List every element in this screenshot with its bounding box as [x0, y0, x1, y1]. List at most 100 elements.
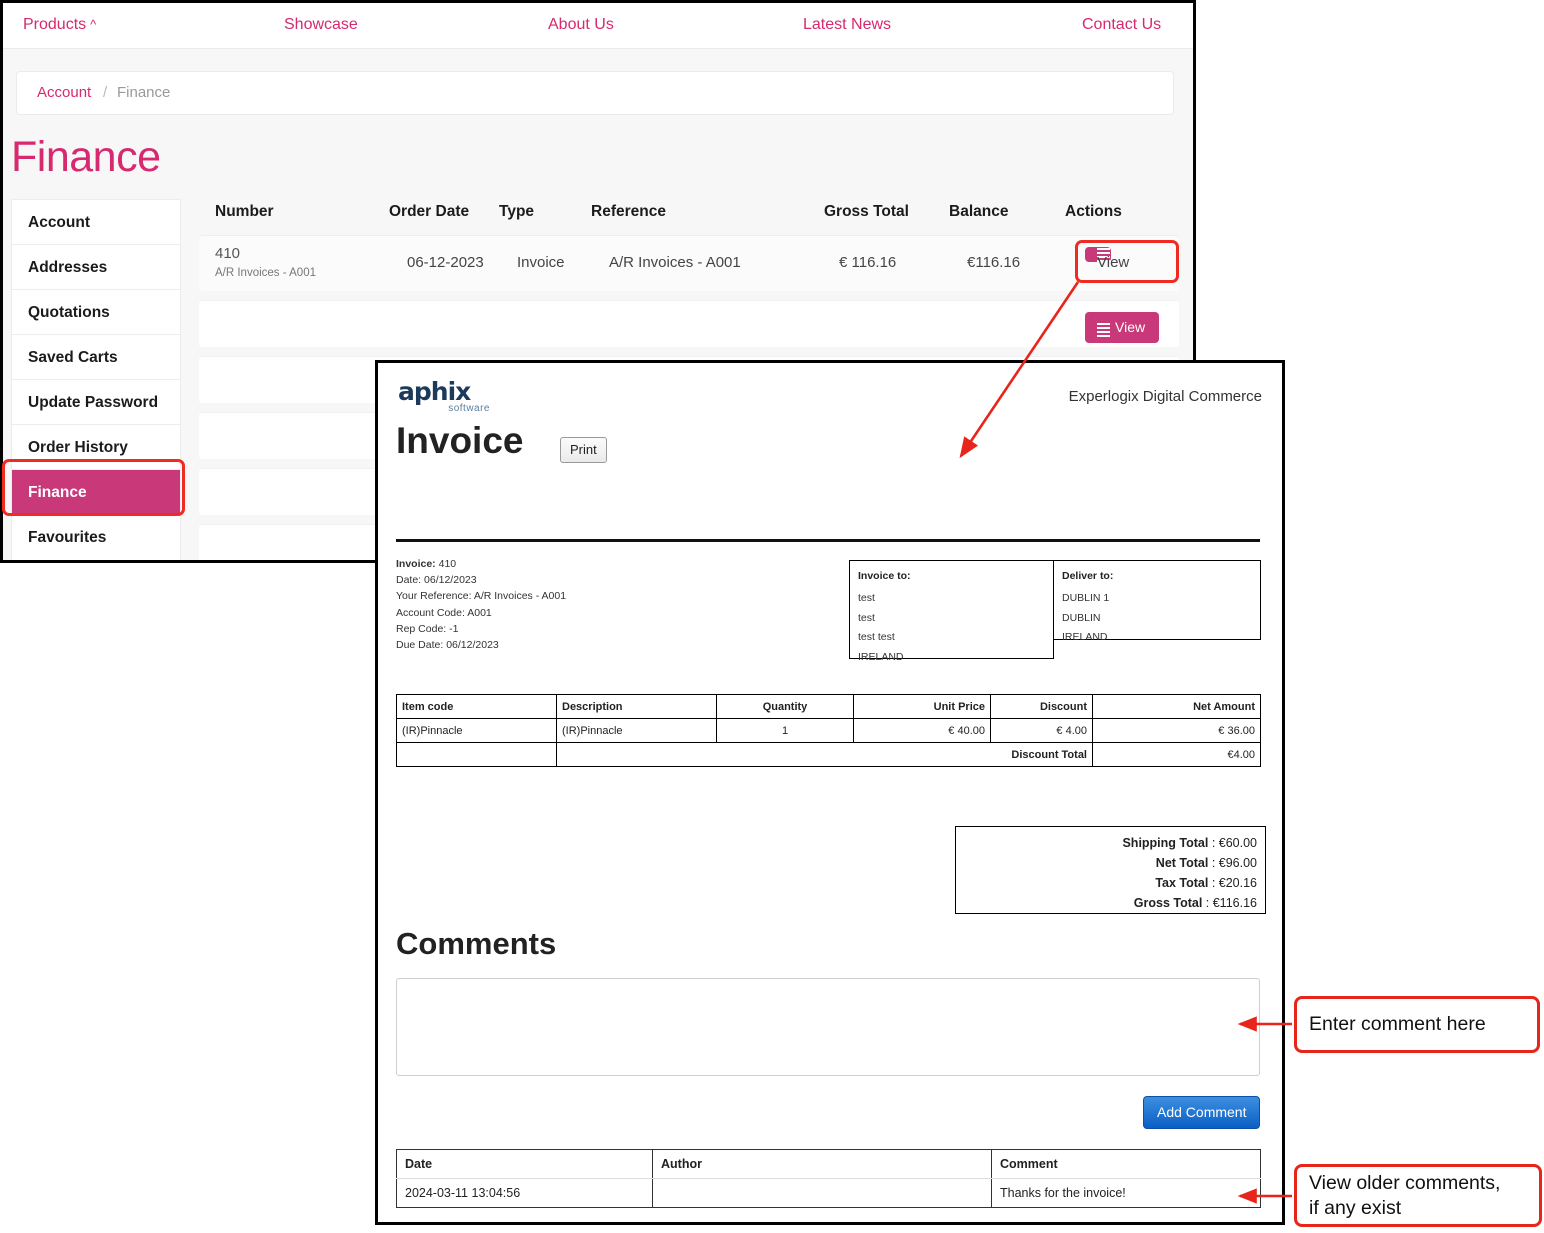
view-button-label: View [1097, 254, 1130, 271]
breadcrumb: Account / Finance [16, 71, 1174, 115]
deliver-to-box: Deliver to: DUBLIN 1 DUBLIN IRELAND [1054, 560, 1261, 643]
invoice-to-line: IRELAND [858, 650, 904, 663]
total-gross: Gross Total : €116.16 [1133, 896, 1257, 910]
cell-discount: € 4.00 [990, 718, 1093, 743]
nav-item-latest-news[interactable]: Latest News [803, 16, 892, 33]
meta-rep-code: Rep Code: -1 [396, 621, 566, 637]
sidebar-item-account[interactable]: Account [12, 200, 180, 245]
invoice-to-heading: Invoice to: [858, 570, 911, 582]
breadcrumb-separator: / [103, 84, 108, 101]
nav-item-contact-us[interactable]: Contact Us [1082, 16, 1162, 33]
cell-comment-text: Thanks for the invoice! [991, 1178, 1261, 1208]
meta-value: 06/12/2023 [446, 639, 499, 652]
col-comment-date: Date [396, 1149, 653, 1179]
cell-item-code: (IR)Pinnacle [396, 718, 557, 743]
column-header-reference: Reference [591, 203, 666, 220]
cell-type: Invoice [517, 254, 565, 271]
list-icon [1097, 248, 1110, 262]
col-comment-text: Comment [991, 1149, 1261, 1179]
meta-invoice: Invoice: 410 [396, 556, 566, 572]
total-label: Net Total [1155, 856, 1209, 870]
callout-view-older-comments: View older comments, if any exist [1294, 1164, 1542, 1227]
callout-enter-comment: Enter comment here [1294, 996, 1540, 1053]
cell-reference: A/R Invoices - A001 [609, 254, 741, 271]
invoice-to-box: Invoice to: test test test test IRELAND [849, 560, 1054, 663]
sidebar-item-finance[interactable]: Finance [12, 470, 180, 515]
cell-number-sub: A/R Invoices - A001 [215, 267, 316, 279]
deliver-to-line: DUBLIN [1062, 611, 1101, 624]
callout-text: View older comments, if any exist [1309, 1171, 1501, 1219]
deliver-to-heading: Deliver to: [1062, 570, 1114, 582]
print-button[interactable]: Print [560, 437, 607, 463]
total-value: €60.00 [1218, 836, 1257, 850]
column-header-balance: Balance [949, 203, 1009, 220]
cell-quantity: 1 [716, 718, 854, 743]
meta-label: Due Date: [396, 639, 444, 652]
col-net-amount: Net Amount [1092, 694, 1261, 719]
total-tax: Tax Total : €20.16 [1155, 876, 1257, 890]
column-header-gross-total: Gross Total [824, 203, 909, 220]
cell-comment-author [652, 1178, 992, 1208]
invoice-metadata: Invoice: 410 Date: 06/12/2023 Your Refer… [396, 556, 566, 653]
cell-gross-total: € 116.16 [839, 254, 897, 271]
breadcrumb-link-account[interactable]: Account [37, 84, 92, 101]
finance-table-header: Number Order Date Type Reference Gross T… [199, 199, 1179, 235]
address-blocks: Invoice to: test test test test IRELAND … [849, 560, 1261, 663]
top-navigation-bar: Products ^ Showcase About Us Latest News … [3, 3, 1193, 49]
cell-number: 410 [215, 245, 241, 262]
logo-wordmark: aphix [398, 377, 471, 406]
total-net: Net Total : €96.00 [1155, 856, 1257, 870]
logo-tagline: software [448, 403, 490, 414]
invoice-totals-box: Shipping Total : €60.00 Net Total : €96.… [955, 826, 1266, 914]
cell-comment-date: 2024-03-11 13:04:56 [396, 1178, 653, 1208]
cell-unit-price: € 40.00 [853, 718, 991, 743]
comments-table: Date Author Comment 2024-03-11 13:04:56 … [396, 1149, 1261, 1208]
meta-date: Date: 06/12/2023 [396, 572, 566, 588]
discount-total-row: Discount Total €4.00 [396, 742, 1261, 767]
callout-text: Enter comment here [1309, 1013, 1486, 1035]
total-label: Shipping Total [1122, 836, 1209, 850]
comment-input[interactable] [396, 978, 1260, 1076]
header-divider [396, 539, 1260, 542]
col-unit-price: Unit Price [853, 694, 991, 719]
invoice-to-line: test test [858, 631, 895, 643]
total-label: Tax Total [1155, 876, 1209, 890]
add-comment-button[interactable]: Add Comment [1143, 1096, 1261, 1129]
meta-value: A001 [467, 606, 492, 619]
col-comment-author: Author [652, 1149, 992, 1179]
column-header-type: Type [499, 203, 535, 220]
account-sidebar: Account Addresses Quotations Saved Carts… [11, 199, 181, 560]
nav-item-showcase[interactable]: Showcase [284, 16, 358, 33]
nav-item-about-us[interactable]: About Us [548, 16, 614, 33]
meta-label: Date: [396, 574, 422, 587]
view-invoice-button[interactable]: View [1085, 247, 1129, 271]
cell-balance: €116.16 [967, 254, 1021, 271]
invoice-to-line: test [858, 611, 875, 624]
total-shipping: Shipping Total : €60.00 [1122, 836, 1257, 850]
deliver-to-line: DUBLIN 1 [1062, 592, 1110, 604]
view-button-label: View [1115, 319, 1146, 335]
discount-total-value: €4.00 [1092, 742, 1261, 767]
col-quantity: Quantity [716, 694, 854, 719]
total-value: €20.16 [1218, 876, 1257, 890]
nav-item-products[interactable]: Products ^ [23, 16, 96, 34]
meta-value: -1 [449, 622, 459, 635]
view-invoice-button-2[interactable]: View [1085, 312, 1160, 343]
meta-value: 410 [438, 558, 457, 570]
sidebar-item-favourites[interactable]: Favourites [28, 529, 107, 546]
col-description: Description [556, 694, 717, 719]
sidebar-item-order-history[interactable]: Order History [12, 425, 180, 470]
sidebar-item-update-password[interactable]: Update Password [12, 380, 180, 425]
sidebar-item-saved-carts[interactable]: Saved Carts [12, 335, 180, 380]
meta-account-code: Account Code: A001 [396, 605, 566, 621]
deliver-to-line: IRELAND [1062, 631, 1108, 643]
sidebar-item-addresses[interactable]: Addresses [12, 245, 180, 290]
column-header-number: Number [215, 203, 274, 220]
chevron-up-icon: ^ [90, 17, 97, 32]
list-icon [1097, 323, 1110, 337]
column-header-actions: Actions [1065, 203, 1122, 220]
line-item-row: (IR)Pinnacle (IR)Pinnacle 1 € 40.00 € 4.… [396, 718, 1261, 743]
sidebar-item-quotations[interactable]: Quotations [12, 290, 180, 335]
nav-label-products: Products [23, 16, 87, 33]
